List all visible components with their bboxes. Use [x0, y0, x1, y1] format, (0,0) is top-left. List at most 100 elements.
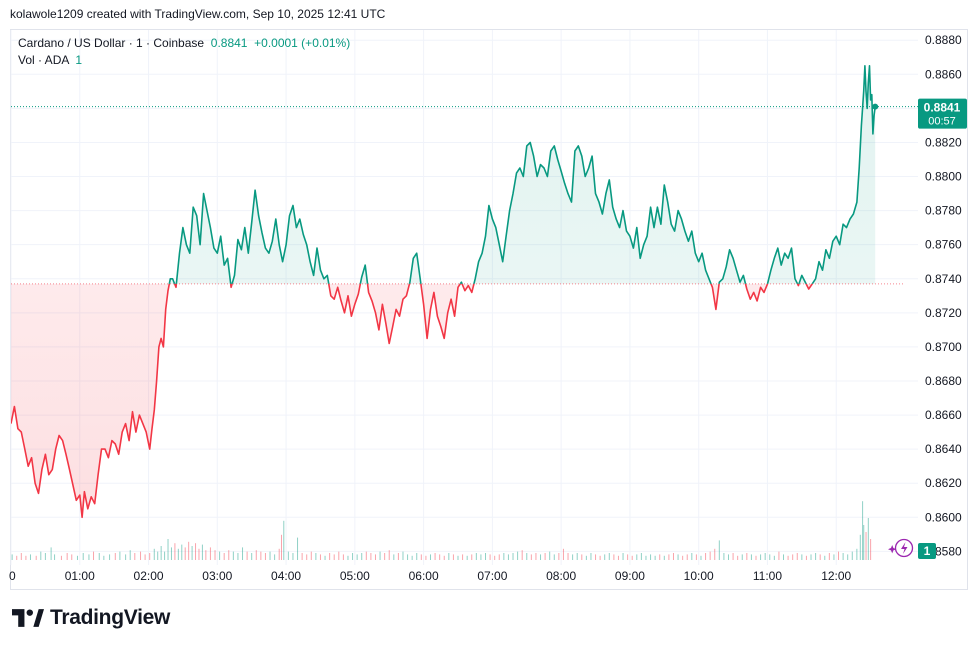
- chart-legend: Cardano / US Dollar · 1 · Coinbase 0.884…: [18, 35, 350, 69]
- volume-bar: [448, 553, 450, 560]
- x-tick-label: 11:00: [753, 569, 782, 583]
- volume-bar: [540, 554, 542, 560]
- last-price-dot: [872, 103, 879, 110]
- volume-bar: [237, 553, 239, 560]
- x-tick-label: 0: [9, 569, 16, 583]
- volume-bar: [388, 550, 390, 560]
- volume-bar: [184, 547, 186, 560]
- volume-bar: [251, 553, 253, 560]
- y-tick-label: 0.8600: [925, 510, 962, 524]
- volume-bar: [792, 554, 794, 560]
- volume-bar: [370, 553, 372, 560]
- volume-bar: [301, 553, 303, 560]
- volume-bar: [306, 554, 308, 560]
- volume-bar: [842, 553, 844, 560]
- y-tick-label: 0.8800: [925, 170, 962, 184]
- volume-bar: [783, 554, 785, 560]
- volume-bar: [650, 554, 652, 560]
- y-tick-label: 0.8620: [925, 476, 962, 490]
- volume-bar: [434, 553, 436, 560]
- volume-bar: [746, 553, 748, 560]
- volume-bar: [66, 553, 68, 560]
- volume-bar: [160, 546, 162, 560]
- volume-bar: [443, 555, 445, 560]
- volume-bar: [287, 551, 289, 560]
- price-line-down: [11, 283, 814, 519]
- volume-bar: [870, 539, 872, 560]
- volume-bar: [16, 555, 18, 560]
- volume-bar: [20, 553, 22, 560]
- volume-bar: [174, 543, 176, 560]
- volume-bar: [246, 551, 248, 560]
- volume-bar: [654, 555, 656, 560]
- legend-volume-row: Vol · ADA 1: [18, 52, 350, 69]
- volume-bar: [659, 554, 661, 560]
- volume-bar: [452, 554, 454, 560]
- volume-bar: [125, 554, 127, 560]
- volume-bar: [475, 553, 477, 560]
- y-tick-label: 0.8880: [925, 33, 962, 47]
- volume-bar: [815, 553, 817, 560]
- y-tick-label: 0.8760: [925, 238, 962, 252]
- volume-bar: [347, 555, 349, 560]
- volume-bar: [397, 553, 399, 560]
- volume-bar: [862, 501, 864, 560]
- volume-bar: [595, 554, 597, 560]
- y-tick-label: 0.8780: [925, 204, 962, 218]
- volume-bar: [191, 546, 193, 560]
- volume-bar: [82, 553, 84, 560]
- volume-bar: [167, 539, 169, 560]
- volume-bar: [576, 553, 578, 560]
- volume-bar: [280, 534, 282, 560]
- volume-bar: [278, 548, 280, 560]
- lightning-alert-icon[interactable]: [888, 538, 914, 558]
- volume-bar: [572, 554, 574, 560]
- volume-bar: [677, 554, 679, 560]
- volume-bar: [384, 553, 386, 560]
- volume-bar: [292, 553, 294, 560]
- volume-bar: [530, 554, 532, 560]
- volume-bar: [787, 555, 789, 560]
- legend-vol-value: 1: [75, 53, 83, 67]
- volume-bar: [29, 554, 31, 560]
- volume-bar: [778, 551, 780, 560]
- volume-bar: [379, 551, 381, 560]
- volume-bar: [134, 553, 136, 560]
- x-tick-label: 10:00: [684, 569, 714, 583]
- volume-bar: [361, 553, 363, 560]
- volume-bar: [255, 550, 257, 560]
- volume-bar: [223, 553, 225, 560]
- volume-bar: [157, 551, 159, 560]
- x-tick-label: 08:00: [546, 569, 576, 583]
- volume-bar: [103, 555, 105, 560]
- volume-bar: [517, 551, 519, 560]
- volume-bar: [214, 550, 216, 560]
- volume-bar: [356, 554, 358, 560]
- volume-bar: [466, 555, 468, 560]
- volume-bar: [695, 554, 697, 560]
- volume-bar: [672, 553, 674, 560]
- volume-bar: [181, 544, 183, 560]
- volume-bar: [824, 555, 826, 560]
- volume-bar: [119, 551, 121, 560]
- volume-bar: [663, 555, 665, 560]
- volume-bar: [201, 544, 203, 560]
- volume-bar: [769, 554, 771, 560]
- volume-bar: [109, 554, 111, 560]
- tradingview-logo[interactable]: TradingView: [12, 606, 170, 630]
- volume-bar: [352, 553, 354, 560]
- volume-bar: [640, 553, 642, 560]
- volume-bar: [828, 553, 830, 560]
- volume-bar: [269, 551, 271, 560]
- x-tick-label: 01:00: [65, 569, 95, 583]
- volume-bar: [114, 553, 116, 560]
- last-price-badge-countdown: 00:57: [928, 116, 956, 128]
- volume-bar: [457, 555, 459, 560]
- volume-bar: [283, 520, 285, 560]
- author-line: kolawole1209 created with TradingView.co…: [10, 7, 386, 21]
- volume-bar: [129, 550, 131, 560]
- volume-bar: [549, 551, 551, 560]
- volume-bar: [338, 551, 340, 560]
- volume-bar: [682, 555, 684, 560]
